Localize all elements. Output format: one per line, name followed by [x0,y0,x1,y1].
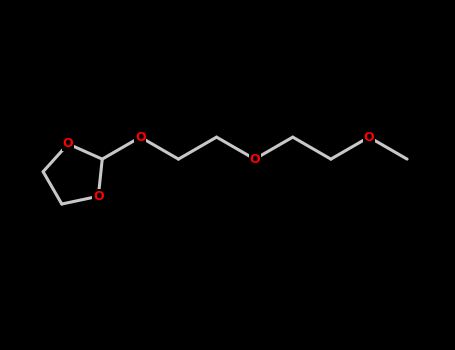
Text: O: O [364,131,374,144]
Text: O: O [135,131,146,144]
Text: O: O [249,153,260,166]
Text: O: O [93,190,104,203]
Text: O: O [63,138,73,150]
